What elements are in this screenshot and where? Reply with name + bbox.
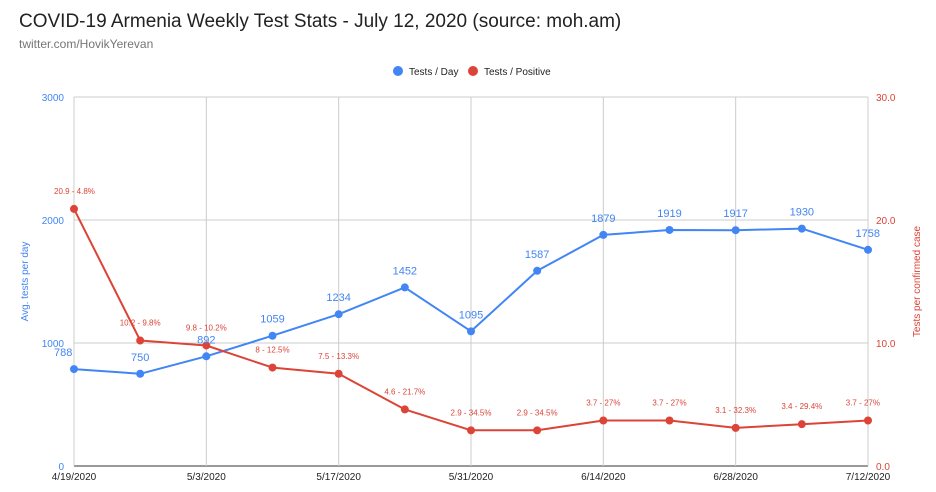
legend-item[interactable]: Tests / Positive [468,66,551,78]
tests-per-day-point[interactable] [533,266,542,275]
chart-subtitle: twitter.com/HovikYerevan [19,37,154,51]
right-axis-title: Tests per confirmed case [912,225,923,337]
x-tick-label: 7/12/2020 [846,472,891,483]
tests-per-day-label: 1587 [525,249,549,261]
tests-per-positive-label: 3.4 - 29.4% [781,402,822,411]
tests-per-positive-label: 2.9 - 34.5% [517,408,558,417]
tests-per-positive-label: 7.5 - 13.3% [318,352,359,361]
tests-per-day-label: 788 [54,347,72,359]
tests-per-day-point[interactable] [467,327,475,336]
tests-per-day-point[interactable] [665,225,674,234]
tests-per-positive-point[interactable] [70,204,78,213]
tests-per-day-point[interactable] [797,224,806,233]
right-tick-label: 20.0 [876,216,896,227]
tests-per-day-label: 1059 [260,314,284,326]
tests-per-positive-label: 20.9 - 4.8% [54,187,95,196]
chart-title: COVID-19 Armenia Weekly Test Stats - Jul… [19,11,622,32]
tests-per-positive-point[interactable] [797,420,806,429]
tests-per-positive-point[interactable] [533,426,542,435]
tests-per-positive-point[interactable] [599,416,608,425]
right-tick-label: 0.0 [876,462,890,473]
x-tick-label: 5/3/2020 [187,472,226,483]
tests-per-positive-label: 10.2 - 9.8% [120,319,161,328]
series [70,204,872,435]
legend-marker [468,66,478,76]
x-tick-label: 6/28/2020 [713,472,758,483]
tests-per-day-point[interactable] [400,283,409,292]
left-tick-label: 2000 [42,216,65,227]
x-tick-label: 6/14/2020 [581,472,626,483]
tests-per-day-point[interactable] [202,352,211,361]
legend[interactable]: Tests / Day Tests / Positive [393,66,551,78]
tests-per-day-label: 1919 [657,208,681,220]
tests-per-positive-label: 3.7 - 27% [586,398,620,407]
tests-per-positive-label: 4.6 - 21.7% [384,387,425,396]
tests-per-positive-label: 3.1 - 32.3% [715,406,756,415]
tests-per-positive-point[interactable] [202,341,211,350]
x-tick-label: 5/17/2020 [316,472,361,483]
legend-item[interactable]: Tests / Day [393,66,458,78]
tests-per-day-point[interactable] [70,365,78,374]
legend-label: Tests / Positive [484,67,551,78]
tests-per-day-point[interactable] [136,369,145,378]
left-tick-label: 3000 [42,93,65,104]
tests-per-positive-label: 3.7 - 27% [846,398,880,407]
left-tick-label: 1000 [42,339,65,350]
tests-per-positive-point[interactable] [268,363,277,372]
tests-per-day-label: 1930 [790,207,814,219]
tests-per-day-point[interactable] [864,245,872,254]
tests-per-day-label: 1452 [393,265,417,277]
tests-per-day-point[interactable] [599,230,608,239]
tests-per-positive-label: 8 - 12.5% [255,346,289,355]
tests-per-positive-label: 3.7 - 27% [652,398,686,407]
left-axis-title: Avg. tests per day [20,242,31,322]
x-tick-label: 4/19/2020 [52,472,97,483]
tests-per-positive-point[interactable] [136,336,145,345]
tests-per-day-label: 1758 [856,228,880,240]
tests-per-day-label: 1095 [459,309,483,321]
tests-per-day-label: 1879 [591,213,615,225]
tests-per-day-label: 1917 [723,208,747,220]
right-tick-label: 30.0 [876,93,896,104]
tests-per-positive-point[interactable] [400,405,409,414]
tests-per-positive-point[interactable] [864,416,872,425]
right-tick-label: 10.0 [876,339,896,350]
x-tick-label: 5/31/2020 [449,472,494,483]
legend-marker [393,66,403,76]
tests-per-positive-label: 2.9 - 34.5% [451,408,492,417]
tests-per-positive-label: 9.8 - 10.2% [186,323,227,332]
tests-per-positive-point[interactable] [731,423,740,432]
tests-per-day-label: 892 [197,334,215,346]
tests-per-positive-point[interactable] [467,426,475,435]
tests-per-day-label: 1234 [326,292,350,304]
left-tick-label: 0 [58,462,64,473]
tests-per-positive-point[interactable] [334,369,343,378]
tests-per-day-point[interactable] [268,331,277,340]
legend-label: Tests / Day [409,67,458,78]
tests-per-day-label: 750 [131,352,149,364]
axes: 0 0.0 1000 10.0 2000 20.0 3000 30.0 4/19/2020 5/3… [20,93,923,483]
tests-per-day-point[interactable] [334,310,343,319]
tests-per-day-point[interactable] [731,226,740,235]
data-labels: 788 750 892 1059 1234 1452 1095 1587 1879 1919 191… [54,187,880,417]
tests-per-positive-point[interactable] [665,416,674,425]
